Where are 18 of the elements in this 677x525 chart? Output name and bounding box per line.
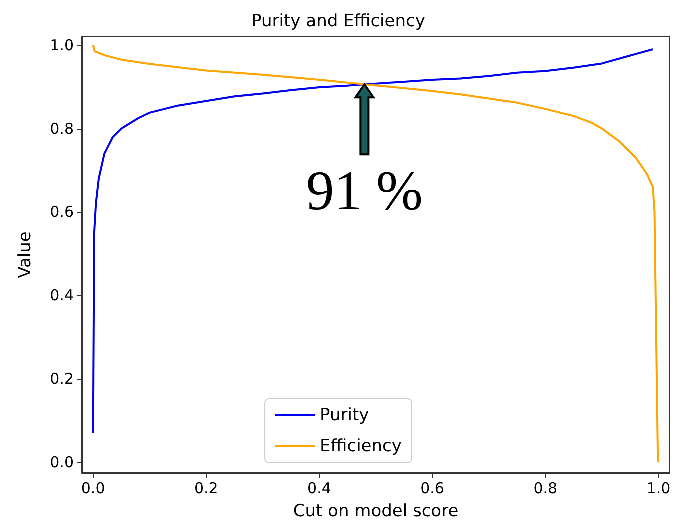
annotation: 91 % [306,160,424,223]
chart-title: Purity and Efficiency [252,12,426,32]
y-tick-label: 0.0 [50,454,74,472]
x-axis-title: Cut on model score [293,502,459,522]
x-tick-label: 0.0 [81,480,106,498]
legend-label: Purity [320,406,370,426]
x-tick-label: 1.0 [646,480,671,498]
y-tick-label: 1.0 [50,36,74,54]
y-axis-title: Value [16,232,36,278]
x-tick-label: 0.6 [420,480,444,498]
x-tick-label: 0.2 [194,480,218,498]
x-tick-label: 0.8 [534,480,558,498]
y-tick-label: 0.4 [50,286,74,305]
y-tick-label: 0.6 [50,203,74,222]
x-tick-label: 0.4 [308,480,332,498]
y-tick-label: 0.2 [50,370,74,388]
y-tick-label: 0.8 [50,120,74,138]
legend-label: Efficiency [320,436,402,456]
